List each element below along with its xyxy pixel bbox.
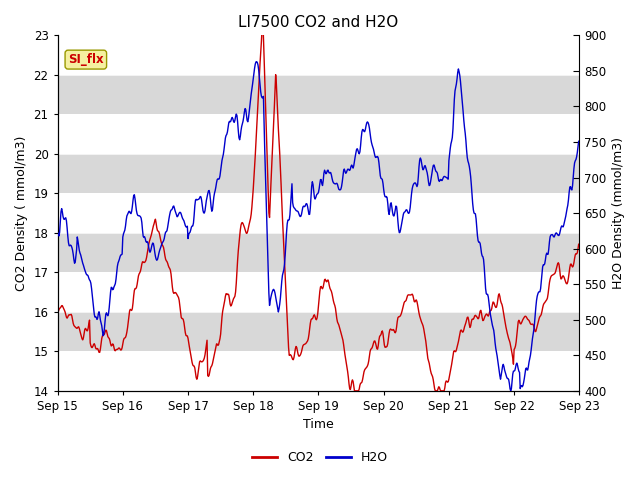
Bar [58, 114, 579, 154]
Y-axis label: CO2 Density ( mmol/m3): CO2 Density ( mmol/m3) [15, 135, 28, 291]
Bar [58, 351, 579, 391]
Bar [58, 272, 579, 312]
Text: SI_flx: SI_flx [68, 53, 104, 66]
Y-axis label: H2O Density (mmol/m3): H2O Density (mmol/m3) [612, 137, 625, 289]
X-axis label: Time: Time [303, 419, 334, 432]
Title: LI7500 CO2 and H2O: LI7500 CO2 and H2O [238, 15, 399, 30]
Bar [58, 36, 579, 75]
Bar [58, 193, 579, 233]
Legend: CO2, H2O: CO2, H2O [247, 446, 393, 469]
